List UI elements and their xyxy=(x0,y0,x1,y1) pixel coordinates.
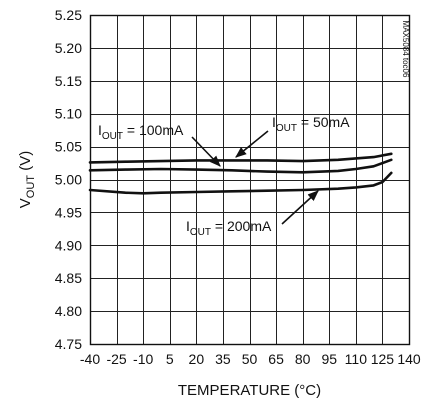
series-annotation-label: IOUT = 100mA xyxy=(98,122,184,142)
x-tick-label: 20 xyxy=(189,351,205,367)
y-tick-label: 5.20 xyxy=(55,40,82,56)
y-tick-label: 4.75 xyxy=(55,336,82,352)
x-tick-label: -10 xyxy=(133,351,153,367)
plot-frame xyxy=(89,14,411,346)
x-tick-label: 110 xyxy=(345,351,368,367)
series-line xyxy=(88,152,393,164)
y-tick-label: 4.80 xyxy=(55,303,82,319)
series-line xyxy=(88,171,393,195)
y-axis-title: VOUT (V) xyxy=(17,151,37,208)
annotation-arrow xyxy=(281,190,319,225)
y-tick-label: 5.05 xyxy=(55,139,82,155)
annotation-arrow xyxy=(235,130,269,158)
x-tick-label: 50 xyxy=(242,351,258,367)
y-tick-label: 5.10 xyxy=(55,106,82,122)
annotation-arrow xyxy=(191,136,221,167)
x-tick-label: -40 xyxy=(80,351,100,367)
x-tick-label: 5 xyxy=(166,351,174,367)
y-tick-label: 5.25 xyxy=(55,7,82,23)
x-tick-label: 65 xyxy=(268,351,284,367)
x-axis-title: TEMPERATURE (°C) xyxy=(178,382,321,399)
x-tick-label: 35 xyxy=(215,351,231,367)
y-tick-label: 4.90 xyxy=(55,237,82,253)
y-tick-label: 5.00 xyxy=(55,172,82,188)
y-tick-label: 4.95 xyxy=(55,204,82,220)
series-annotation-label: IOUT = 200mA xyxy=(186,218,272,238)
x-tick-label: 140 xyxy=(397,351,421,367)
side-note: MAX5084 toc06 xyxy=(401,21,410,78)
series-annotation-label: IOUT = 50mA xyxy=(272,114,350,134)
series-line xyxy=(88,158,393,174)
grid-lines xyxy=(90,15,410,345)
y-tick-label: 4.85 xyxy=(55,270,82,286)
x-tick-label: 125 xyxy=(371,351,395,367)
x-tick-label: -25 xyxy=(106,351,126,367)
x-tick-label: 95 xyxy=(321,351,337,367)
y-tick-label: 5.15 xyxy=(55,73,82,89)
x-tick-label: 80 xyxy=(295,351,311,367)
